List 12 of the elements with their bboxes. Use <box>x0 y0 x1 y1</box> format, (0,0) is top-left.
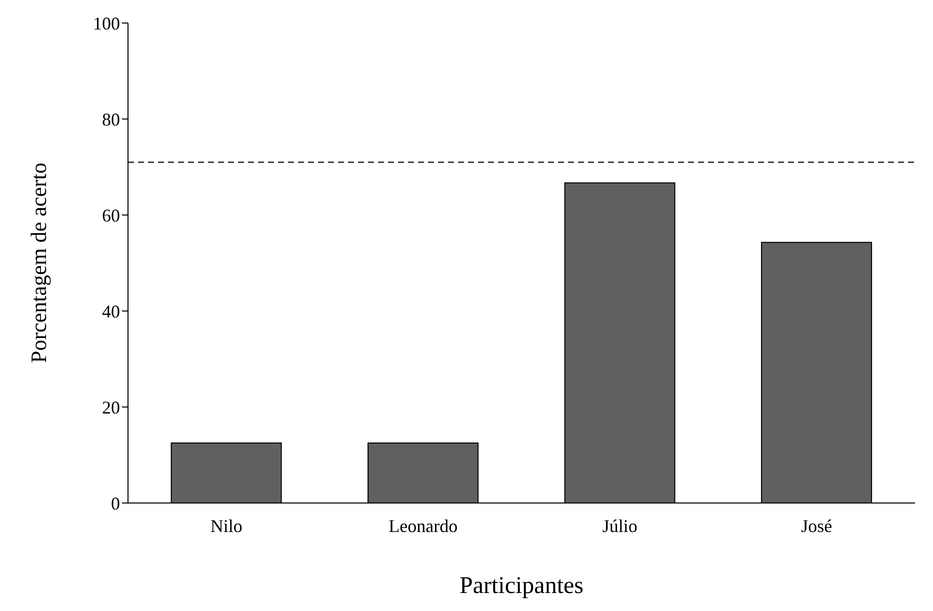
x-tick-label: Júlio <box>602 516 638 536</box>
x-axis-title: Participantes <box>460 573 584 599</box>
y-axis-title: Porcentagem de acerto <box>26 162 51 363</box>
y-tick-label: 100 <box>93 13 120 34</box>
y-tick-label: 0 <box>111 493 120 514</box>
x-tick-label: José <box>801 516 832 536</box>
y-tick-label: 40 <box>102 301 120 322</box>
y-tick-label: 60 <box>102 205 120 226</box>
y-tick-label: 20 <box>102 397 120 418</box>
x-tick-label: Nilo <box>210 516 242 536</box>
x-tick-label: Leonardo <box>388 516 458 536</box>
y-tick-label: 80 <box>102 109 120 130</box>
